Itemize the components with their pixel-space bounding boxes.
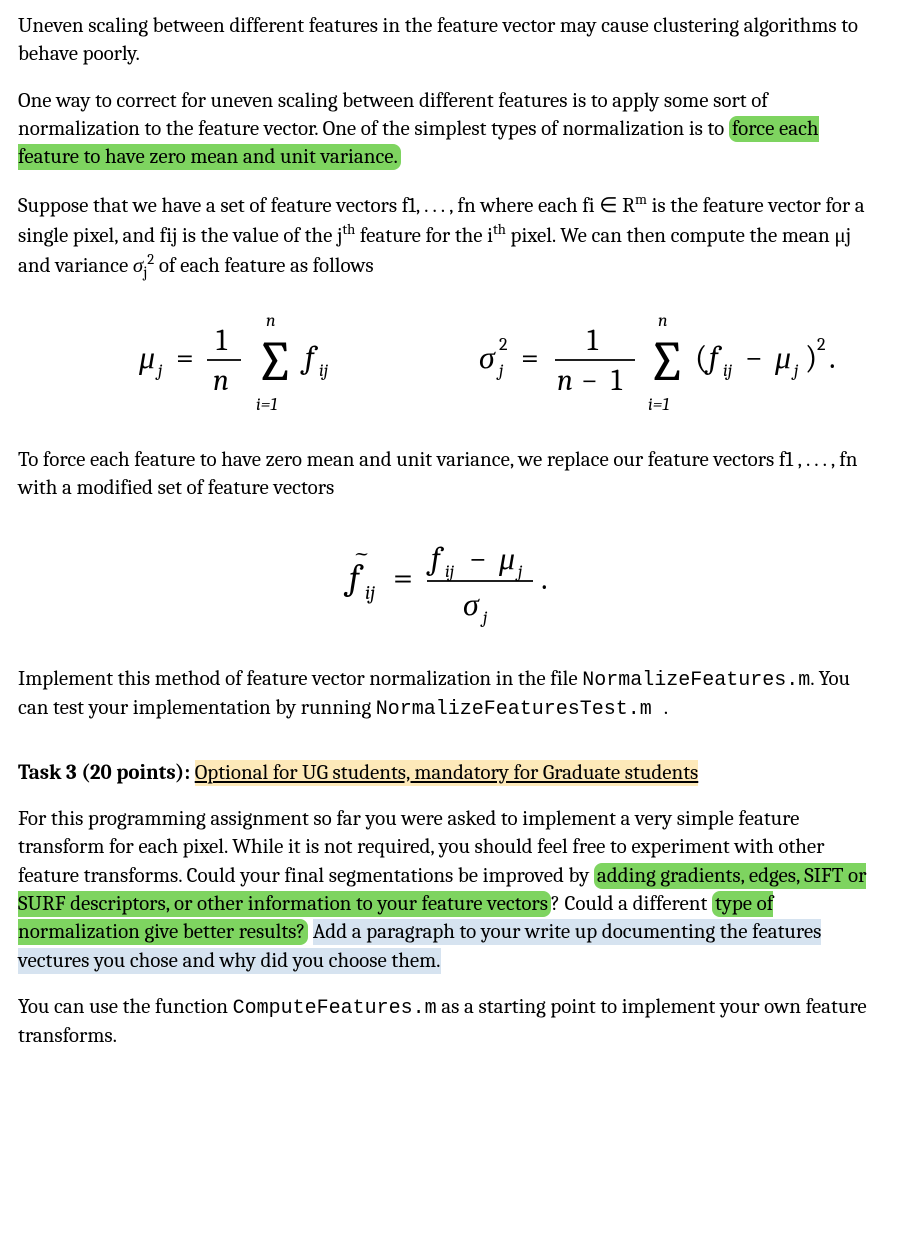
svg-text:j: j: [515, 561, 523, 582]
svg-text:1: 1: [216, 323, 228, 358]
text: ? Could a different: [551, 892, 712, 916]
svg-text:2: 2: [499, 334, 508, 355]
paragraph-compute-features: You can use the function ComputeFeatures…: [18, 993, 879, 1050]
svg-text:μ: μ: [138, 339, 155, 376]
svg-text:1: 1: [611, 363, 623, 398]
svg-text:n: n: [658, 310, 668, 331]
text: feature for the i: [355, 224, 493, 248]
superscript-m: m: [635, 191, 647, 208]
svg-text:.: .: [541, 560, 548, 597]
svg-text:σ: σ: [479, 339, 496, 376]
superscript-th: th: [342, 221, 355, 238]
paragraph-implement: Implement this method of feature vector …: [18, 665, 879, 723]
svg-text:−: −: [581, 363, 598, 398]
task3-label: Task 3 (20 points):: [18, 761, 195, 785]
svg-text:ij: ij: [365, 581, 375, 604]
paragraph-normalization: One way to correct for uneven scaling be…: [18, 87, 879, 172]
svg-text:n: n: [266, 310, 276, 331]
svg-text:μ: μ: [498, 540, 515, 577]
svg-text:i=1: i=1: [256, 394, 277, 415]
svg-text:j: j: [496, 360, 504, 381]
svg-text:∑: ∑: [647, 330, 687, 394]
code-compute-features: ComputeFeatures.m: [233, 997, 437, 1020]
svg-text:=: =: [521, 339, 539, 376]
svg-text:): ): [805, 339, 817, 376]
paragraph-replace: To force each feature to have zero mean …: [18, 446, 879, 503]
svg-text:ij: ij: [445, 561, 455, 582]
text: .: [664, 696, 668, 720]
task3-note: Optional for UG students, mandatory for …: [195, 760, 699, 786]
svg-text:μ: μ: [774, 339, 791, 376]
svg-text:1: 1: [587, 323, 599, 358]
text: Suppose that we have a set of feature ve…: [18, 194, 635, 218]
svg-text:j: j: [791, 360, 799, 381]
paragraph-task3-body: For this programming assignment so far y…: [18, 805, 879, 975]
svg-text:−: −: [469, 540, 487, 577]
svg-text:∑: ∑: [255, 330, 295, 394]
code-normalize-features-test: NormalizeFeaturesTest.m: [376, 698, 664, 721]
text: One way to correct for uneven scaling be…: [18, 89, 768, 141]
svg-text:=: =: [393, 557, 413, 598]
svg-text:n: n: [557, 363, 573, 398]
svg-text:ij: ij: [723, 360, 733, 381]
svg-text:f: f: [300, 339, 318, 376]
svg-text:f: f: [426, 540, 444, 577]
svg-text:(: (: [695, 339, 707, 376]
equation-normalized: ~ f ij = f ij − μ j σ j .: [18, 527, 879, 637]
svg-text:i=1: i=1: [648, 394, 669, 415]
text: of each feature as follows: [154, 254, 373, 278]
svg-text:j: j: [480, 607, 488, 628]
svg-text:n: n: [213, 363, 229, 398]
code-normalize-features: NormalizeFeatures.m: [582, 669, 810, 692]
superscript-th: th: [493, 221, 506, 238]
svg-text:=: =: [176, 339, 194, 376]
paragraph-intro: Uneven scaling between different feature…: [18, 12, 879, 69]
task3-heading: Task 3 (20 points): Optional for UG stud…: [18, 759, 879, 787]
text: Implement this method of feature vector …: [18, 667, 582, 691]
svg-text:−: −: [745, 339, 763, 376]
svg-text:.: .: [829, 339, 836, 376]
svg-text:σ: σ: [463, 586, 480, 623]
svg-text:j: j: [155, 360, 163, 381]
svg-text:ij: ij: [319, 360, 329, 381]
equation-mean-variance: μ j = 1 n ∑ n i=1 f ij σ j 2 = 1 n − 1: [18, 308, 879, 418]
sigma: σ: [133, 254, 143, 278]
text: You can use the function: [18, 995, 233, 1019]
svg-text:2: 2: [817, 334, 826, 355]
paragraph-definitions: Suppose that we have a set of feature ve…: [18, 190, 879, 284]
